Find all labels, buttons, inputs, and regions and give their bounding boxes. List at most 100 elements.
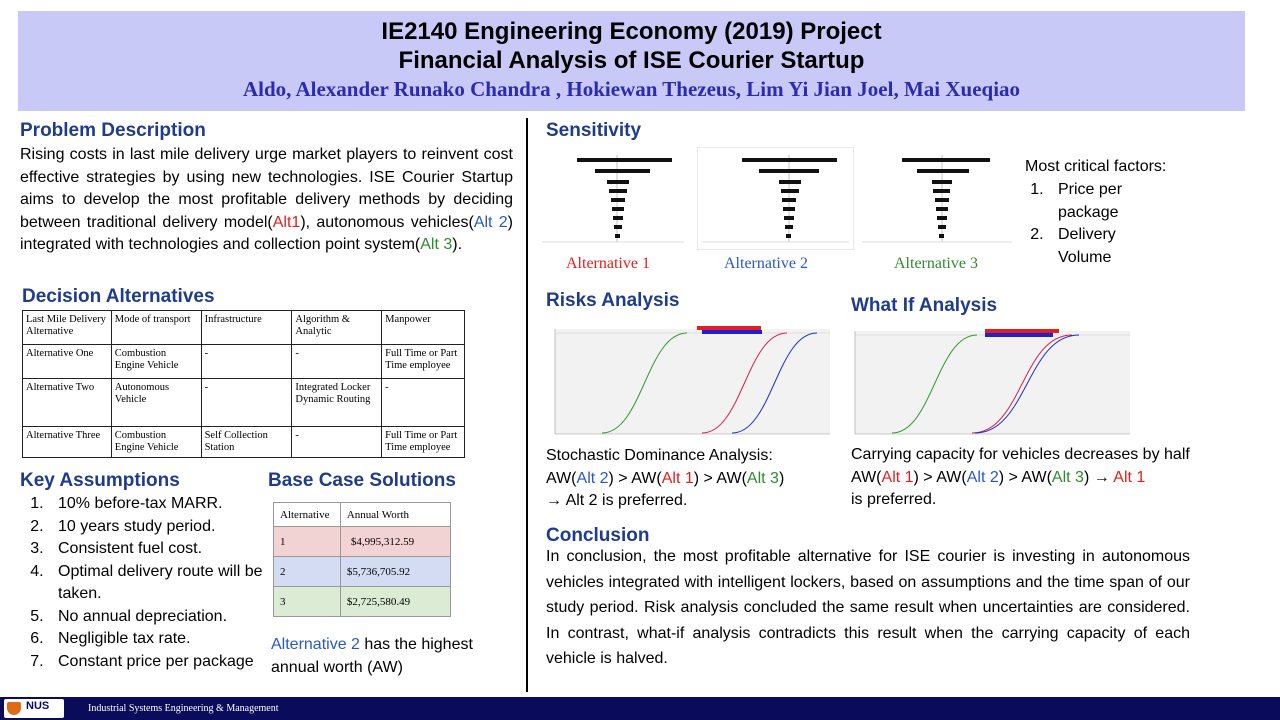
base-case-note-text: has the highest annual worth (AW): [271, 636, 473, 676]
whatif-alt3: Alt 3: [1051, 468, 1084, 486]
problem-text-part3: ) integrated with technologies and colle…: [20, 213, 513, 254]
risks-alt2: Alt 2: [576, 469, 609, 487]
risks-text-line1: Stochastic Dominance Analysis:: [546, 447, 773, 464]
base-case-aw: $5,736,705.92: [339, 556, 452, 587]
problem-alt2: Alt 2: [473, 213, 508, 231]
table-cell: -: [291, 344, 383, 379]
whatif-text: Carrying capacity for vehicles decreases…: [851, 444, 1221, 512]
list-item: 10% before-tax MARR.: [48, 493, 270, 516]
base-case-heading: Base Case Solutions: [268, 470, 456, 491]
problem-alt3: Alt 3: [420, 236, 453, 253]
risk-cdf-chart: [547, 317, 832, 440]
problem-text-part2: ), autonomous vehicles(: [300, 213, 474, 231]
whatif-text-line1: Carrying capacity for vehicles decreases…: [851, 446, 1190, 463]
assumptions-heading: Key Assumptions: [20, 470, 180, 491]
whatif-alt1: Alt 1: [881, 468, 914, 486]
problem-text: Rising costs in last mile delivery urge …: [20, 144, 513, 257]
sensitivity-caption-alt3: Alternative 3: [894, 255, 978, 272]
risks-alt2-preferred: Alt 2: [565, 492, 598, 509]
risks-arrow: →: [546, 492, 566, 509]
nus-logo: NUS: [4, 699, 64, 718]
problem-alt1: Alt1: [272, 213, 301, 231]
table-cell: -: [200, 344, 293, 379]
column-divider: [526, 118, 528, 692]
problem-heading: Problem Description: [20, 120, 206, 141]
base-case-col-header: Annual Worth: [339, 502, 452, 527]
decision-col-header: Manpower: [381, 310, 465, 345]
sensitivity-caption-alt2: Alternative 2: [724, 255, 808, 272]
footer-department: Industrial Systems Engineering & Managem…: [88, 703, 279, 714]
whatif-alt2: Alt 2: [966, 468, 999, 486]
critical-factors-list: Price per package Delivery Volume: [1018, 179, 1218, 269]
list-item: Constant price per package: [48, 651, 270, 674]
table-cell: Self Collection Station: [200, 426, 293, 458]
list-item: No annual depreciation.: [48, 606, 270, 629]
table-cell: Combustion Engine Vehicle: [110, 426, 202, 458]
table-cell: Integrated Locker Dynamic Routing: [291, 378, 383, 427]
risks-preferred: is preferred.: [597, 492, 688, 509]
decision-table: Last Mile Delivery Alternative Mode of t…: [22, 310, 465, 458]
poster-footer: NUS Industrial Systems Engineering & Man…: [0, 697, 1280, 720]
whatif-heading: What If Analysis: [851, 295, 998, 316]
table-cell: -: [291, 426, 383, 458]
base-case-table: Alternative Annual Worth 1 $4,995,312.59…: [273, 502, 452, 617]
critical-factors-heading: Most critical factors:: [1025, 158, 1167, 175]
base-case-alt: 1: [273, 526, 341, 557]
table-cell: Alternative One: [22, 344, 112, 379]
base-case-col-header: Alternative: [273, 502, 341, 527]
whatif-close: ) →: [1083, 468, 1114, 486]
list-item: Consistent fuel cost.: [48, 538, 270, 561]
whatif-alt1-preferred: Alt 1: [1113, 468, 1146, 486]
tornado-chart-alt1: [537, 147, 689, 250]
whatif-preferred: is preferred.: [851, 491, 937, 508]
whatif-aw: AW(: [851, 468, 882, 486]
problem-text-part1: Rising costs in last mile delivery urge …: [20, 146, 513, 231]
table-cell: -: [381, 378, 465, 427]
base-case-note: Alternative 2 has the highest annual wor…: [271, 634, 521, 679]
table-row: Alternative One Combustion Engine Vehicl…: [22, 344, 465, 379]
table-cell: Combustion Engine Vehicle: [110, 344, 202, 379]
list-item: Delivery Volume: [1048, 224, 1158, 269]
poster-title-line1: IE2140 Engineering Economy (2019) Projec…: [381, 18, 882, 45]
risks-gt2: ) > AW(: [693, 469, 747, 487]
sensitivity-heading: Sensitivity: [546, 120, 642, 141]
risks-close: ): [778, 469, 785, 487]
assumptions-list: 10% before-tax MARR. 10 years study peri…: [8, 493, 270, 673]
whatif-gt1: ) > AW(: [913, 468, 967, 486]
risks-text: Stochastic Dominance Analysis: AW(Alt 2)…: [546, 445, 836, 513]
whatif-gt2: ) > AW(: [998, 468, 1052, 486]
table-row: 1 $4,995,312.59: [273, 526, 452, 557]
decision-heading: Decision Alternatives: [22, 286, 215, 307]
base-case-note-alt: Alternative 2: [271, 636, 360, 653]
list-item: 10 years study period.: [48, 516, 270, 539]
table-cell: Alternative Two: [22, 378, 112, 427]
base-case-aw: $4,995,312.59: [339, 526, 452, 557]
tornado-chart-alt3: [857, 147, 1017, 250]
base-case-header-row: Alternative Annual Worth: [273, 502, 452, 527]
table-cell: Full Time or Part Time employee: [381, 426, 465, 458]
conclusion-heading: Conclusion: [546, 525, 650, 546]
risks-gt1: ) > AW(: [608, 469, 662, 487]
list-item: Price per package: [1048, 179, 1158, 224]
sensitivity-caption-alt1: Alternative 1: [566, 255, 650, 272]
base-case-aw: $2,725,580.49: [339, 586, 452, 617]
tornado-chart-alt2: [697, 147, 854, 250]
poster-authors: Aldo, Alexander Runako Chandra , Hokiewa…: [242, 77, 1021, 101]
table-row: 2 $5,736,705.92: [273, 556, 452, 587]
risks-aw: AW(: [546, 469, 577, 487]
list-item: Negligible tax rate.: [48, 628, 270, 651]
decision-col-header: Infrastructure: [200, 310, 293, 345]
poster-header: IE2140 Engineering Economy (2019) Projec…: [18, 11, 1245, 111]
table-cell: Full Time or Part Time employee: [381, 344, 465, 379]
whatif-cdf-chart: [847, 319, 1132, 440]
risks-alt3: Alt 3: [746, 469, 779, 487]
table-cell: -: [200, 378, 293, 427]
decision-table-header-row: Last Mile Delivery Alternative Mode of t…: [22, 310, 465, 345]
table-row: Alternative Three Combustion Engine Vehi…: [22, 426, 465, 458]
problem-text-part4: ).: [452, 236, 463, 253]
base-case-alt: 3: [273, 586, 341, 617]
poster-title-line2: Financial Analysis of ISE Courier Startu…: [398, 47, 865, 74]
table-row: Alternative Two Autonomous Vehicle - Int…: [22, 378, 465, 427]
risks-heading: Risks Analysis: [546, 290, 680, 311]
risks-alt1: Alt 1: [661, 469, 694, 487]
